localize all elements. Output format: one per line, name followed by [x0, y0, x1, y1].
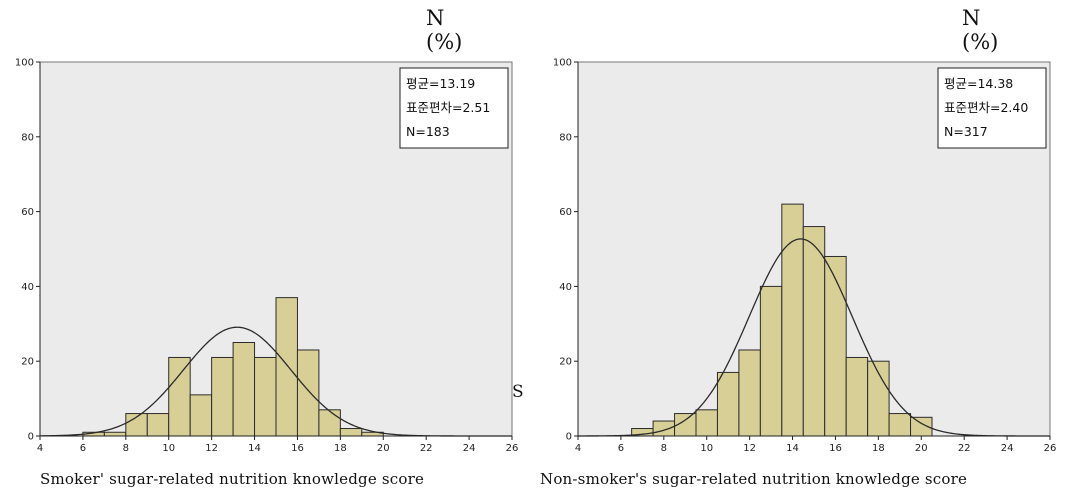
histogram-bar	[339, 428, 363, 437]
x-tick-label: 14	[786, 443, 799, 454]
x-tick-label: 22	[958, 443, 971, 454]
y-tick-label: 100	[15, 58, 34, 69]
y-tick-label: 0	[566, 432, 572, 443]
x-tick-label: 4	[575, 443, 581, 454]
x-tick-label: 18	[872, 443, 885, 454]
x-tick-label: 24	[463, 443, 476, 454]
histogram-bar	[802, 226, 826, 437]
y-tick-label: 20	[21, 357, 34, 368]
y-tick-label: 0	[28, 432, 34, 443]
x-tick-label: 10	[700, 443, 713, 454]
y-tick-label: 40	[21, 282, 34, 293]
histogram-bar	[103, 431, 127, 437]
x-tick-label: 22	[420, 443, 433, 454]
stats-n-label: N=317	[944, 124, 988, 139]
histogram-bar	[845, 356, 869, 437]
histogram-bar	[189, 394, 213, 437]
y-tick-label: 100	[553, 58, 572, 69]
left-x-axis-caption: Smoker' sugar-related nutrition knowledg…	[40, 470, 425, 488]
x-tick-label: 10	[162, 443, 175, 454]
histogram-bar	[888, 413, 912, 437]
stats-legend-box	[399, 67, 509, 149]
histogram-bar	[146, 413, 170, 437]
histogram-bar	[232, 342, 256, 437]
y-tick-label: 60	[559, 207, 572, 218]
histogram-bar	[695, 409, 718, 437]
left-histogram-chart: 4 6 8 10 12 14 16 18 20 22 24 26 0 20 40 60 80 100 평균=13.1…	[15, 58, 519, 455]
stray-letter: S	[512, 382, 524, 402]
stats-sd-label: 표준편차=2.51	[406, 100, 490, 115]
x-tick-label: 26	[1044, 443, 1057, 454]
histogram-bar	[211, 356, 234, 437]
x-tick-label: 16	[829, 443, 842, 454]
left-unit-label: N (%)	[426, 6, 463, 54]
x-tick-label: 8	[123, 443, 129, 454]
x-tick-label: 16	[291, 443, 304, 454]
x-tick-label: 8	[661, 443, 667, 454]
x-tick-label: 24	[1001, 443, 1014, 454]
y-tick-label: 80	[559, 132, 572, 143]
histogram-bar	[168, 356, 191, 437]
stats-n-label: N=183	[406, 124, 450, 139]
histogram-bar	[254, 356, 277, 437]
x-tick-label: 12	[743, 443, 756, 454]
x-tick-label: 4	[37, 443, 43, 454]
x-tick-label: 14	[248, 443, 261, 454]
x-tick-label: 6	[618, 443, 624, 454]
histogram-bar	[824, 255, 847, 437]
normal-curve	[578, 238, 1050, 437]
x-tick-label: 18	[334, 443, 347, 454]
y-tick-label: 80	[21, 132, 34, 143]
histogram-bar	[652, 420, 676, 437]
x-tick-label: 6	[80, 443, 86, 454]
x-tick-label: 12	[205, 443, 218, 454]
right-unit-label: N (%)	[962, 6, 999, 54]
x-tick-label: 26	[506, 443, 519, 454]
y-tick-label: 60	[21, 207, 34, 218]
histogram-bar	[318, 409, 341, 437]
stats-mean-label: 평균=13.19	[406, 76, 475, 91]
x-tick-label: 20	[915, 443, 928, 454]
y-tick-label: 40	[559, 282, 572, 293]
histogram-bar	[275, 297, 298, 437]
stats-mean-label: 평균=14.38	[944, 76, 1013, 91]
x-tick-label: 20	[377, 443, 390, 454]
histogram-bar	[759, 285, 783, 437]
histogram-bar	[716, 371, 740, 437]
histogram-bar	[738, 349, 761, 437]
stats-sd-label: 표준편차=2.40	[944, 100, 1028, 115]
y-tick-label: 20	[559, 357, 572, 368]
stats-legend-box	[937, 67, 1047, 149]
histogram-bar	[296, 349, 320, 437]
right-histogram-chart: 4 6 8 10 12 14 16 18 20 22 24 26 0 20 40 60 80 100 평균=14.3…	[553, 58, 1057, 455]
right-x-axis-caption: Non-smoker's sugar-related nutrition kno…	[540, 470, 968, 488]
